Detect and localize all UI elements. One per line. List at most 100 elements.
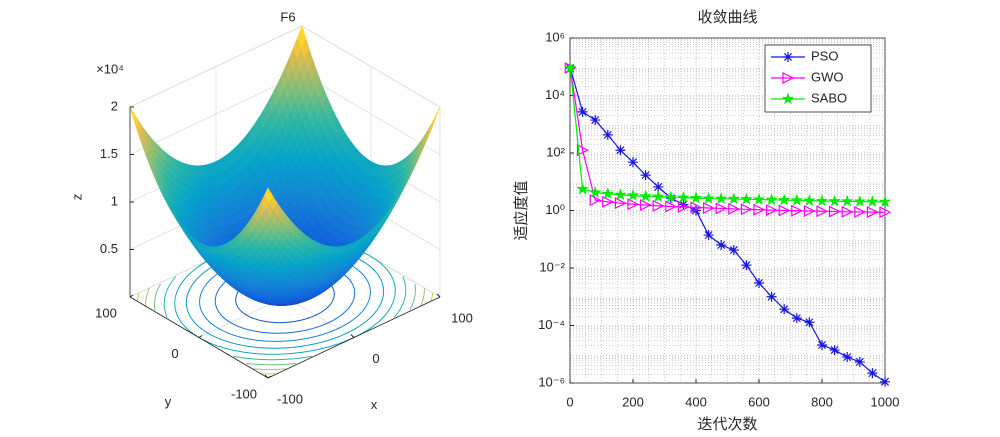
contour-line [145, 287, 150, 306]
y-tick-label: 10⁻² [539, 259, 565, 274]
y-tick-label: 0 [171, 346, 178, 361]
surface-patch [129, 106, 139, 126]
marker [665, 200, 678, 213]
marker [626, 188, 640, 202]
marker [677, 201, 690, 214]
marker [613, 188, 627, 201]
marker [842, 352, 853, 363]
surface-patch [431, 106, 441, 126]
contour-line [163, 276, 177, 318]
contour-line [136, 292, 140, 302]
marker [802, 193, 816, 207]
x-axis-label: x [371, 397, 378, 412]
contour-line [154, 283, 161, 310]
marker [866, 206, 879, 219]
marker [590, 115, 601, 126]
marker [879, 206, 892, 219]
y-tick [267, 375, 272, 379]
marker [715, 202, 728, 215]
axes-box [569, 37, 886, 384]
marker [702, 202, 715, 214]
marker [628, 157, 638, 168]
contour-line [393, 276, 407, 318]
surface-patch [264, 187, 273, 204]
y-tick-label: 10² [546, 144, 565, 159]
marker [878, 195, 892, 208]
marker [739, 192, 753, 205]
marker [651, 189, 665, 203]
y-tick-label: 10⁶ [545, 29, 565, 44]
marker [778, 204, 791, 217]
marker [588, 185, 602, 199]
marker [639, 189, 653, 202]
legend-marker [782, 72, 795, 84]
marker [752, 192, 766, 206]
legend-label: GWO [811, 69, 844, 84]
contour-line [246, 363, 296, 366]
marker [791, 204, 804, 217]
contour-line [420, 288, 425, 307]
y-tick-label: -100 [231, 386, 257, 401]
y-axis-label: 适应度值 [512, 180, 530, 240]
marker [577, 106, 588, 117]
marker [765, 192, 779, 206]
marker [702, 191, 716, 205]
series-line [569, 67, 886, 213]
chart-title: 收敛曲线 [697, 8, 757, 26]
marker [714, 191, 728, 205]
contour-line [233, 355, 312, 361]
x-tick [436, 293, 441, 298]
marker [829, 345, 840, 356]
marker [853, 194, 867, 208]
marker [867, 368, 878, 379]
marker [676, 190, 690, 204]
y-tick-label: 10⁰ [545, 202, 565, 217]
marker [779, 304, 790, 315]
marker [690, 201, 703, 214]
z-tick-label: 1.5 [100, 146, 118, 161]
marker [754, 278, 764, 289]
y-axis-label: y [165, 394, 172, 409]
marker [728, 202, 741, 215]
marker [563, 61, 577, 74]
x-tick-label: 100 [451, 310, 473, 325]
grid-line [301, 73, 441, 155]
marker [664, 190, 678, 203]
marker [728, 245, 739, 256]
legend-marker [781, 92, 795, 105]
marker [602, 129, 613, 140]
marker [777, 193, 791, 206]
legend-marker [783, 52, 793, 62]
contour-line [430, 292, 434, 302]
marker [601, 186, 615, 200]
grid-line [129, 73, 303, 155]
marker [602, 195, 615, 208]
z-tick-label: 1 [111, 193, 118, 208]
z-axis-label: z [69, 194, 84, 201]
marker [615, 145, 626, 156]
x-tick-label: 400 [685, 394, 707, 409]
y-tick [198, 335, 203, 338]
marker [639, 199, 652, 211]
x-tick-label: 0 [566, 394, 573, 409]
chart-title: F6 [280, 9, 295, 24]
marker [854, 356, 865, 367]
marker [653, 181, 664, 192]
marker [716, 240, 727, 251]
marker [816, 205, 829, 218]
x-tick-label: 1000 [871, 394, 900, 409]
marker [576, 182, 590, 195]
marker [753, 203, 766, 216]
grid-line [301, 25, 441, 108]
marker [589, 194, 602, 207]
marker [803, 205, 816, 217]
z-tick-label: 2 [111, 98, 118, 113]
marker [828, 194, 842, 207]
contour-line [252, 368, 287, 370]
marker [640, 170, 651, 181]
x-tick-label: 800 [811, 394, 833, 409]
marker [740, 203, 753, 216]
marker [840, 194, 854, 207]
grid-line [129, 25, 303, 108]
